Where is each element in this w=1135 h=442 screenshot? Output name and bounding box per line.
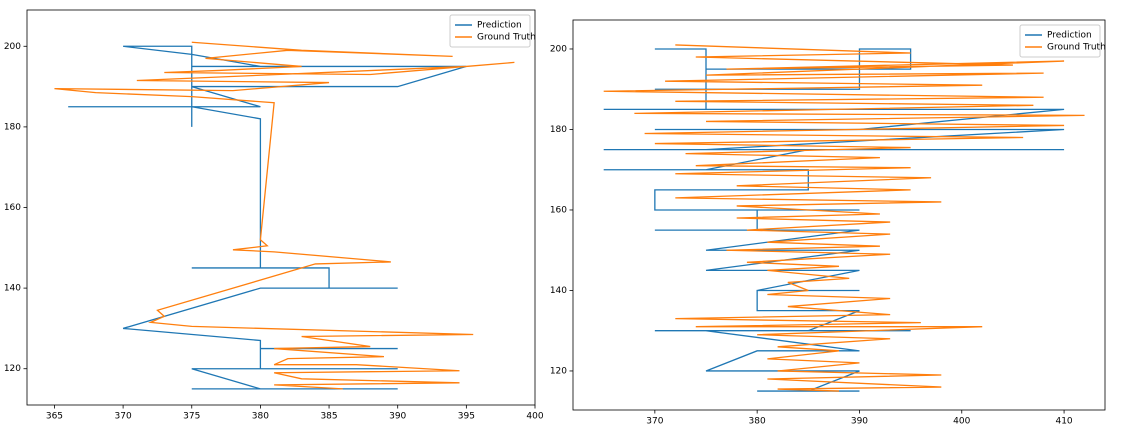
x-tick-label: 385	[320, 412, 337, 422]
legend-label: Ground Truth	[1047, 43, 1106, 53]
y-tick-label: 120	[4, 364, 21, 374]
legend-box	[449, 14, 531, 48]
x-tick-label: 390	[389, 412, 406, 422]
y-tick-label: 200	[4, 42, 21, 52]
y-tick-label: 180	[4, 122, 21, 132]
data-line	[68, 45, 467, 390]
legend-label: Prediction	[1047, 31, 1092, 41]
y-tick-label: 140	[550, 286, 567, 296]
plot-frame	[572, 19, 1106, 411]
y-tick-label: 180	[550, 125, 567, 135]
x-tick-label: 365	[46, 412, 63, 422]
data-line	[54, 41, 515, 390]
y-tick-label: 160	[550, 205, 567, 215]
x-tick-label: 410	[1055, 417, 1072, 427]
data-line	[603, 48, 1065, 392]
x-tick-label: 380	[749, 417, 766, 427]
x-tick-label: 390	[851, 417, 868, 427]
x-tick-label: 380	[252, 412, 269, 422]
x-tick-label: 400	[953, 417, 970, 427]
legend-label: Prediction	[477, 21, 522, 31]
legend-box	[1019, 24, 1101, 58]
x-tick-label: 400	[526, 412, 543, 422]
x-tick-label: 370	[115, 412, 132, 422]
y-tick-label: 120	[550, 366, 567, 376]
x-tick-label: 395	[458, 412, 475, 422]
data-line	[603, 44, 1085, 392]
x-tick-label: 375	[183, 412, 200, 422]
y-tick-label: 160	[4, 203, 21, 213]
y-tick-label: 200	[550, 44, 567, 54]
legend-label: Ground Truth	[477, 33, 536, 43]
x-tick-label: 370	[646, 417, 663, 427]
y-tick-label: 140	[4, 284, 21, 294]
